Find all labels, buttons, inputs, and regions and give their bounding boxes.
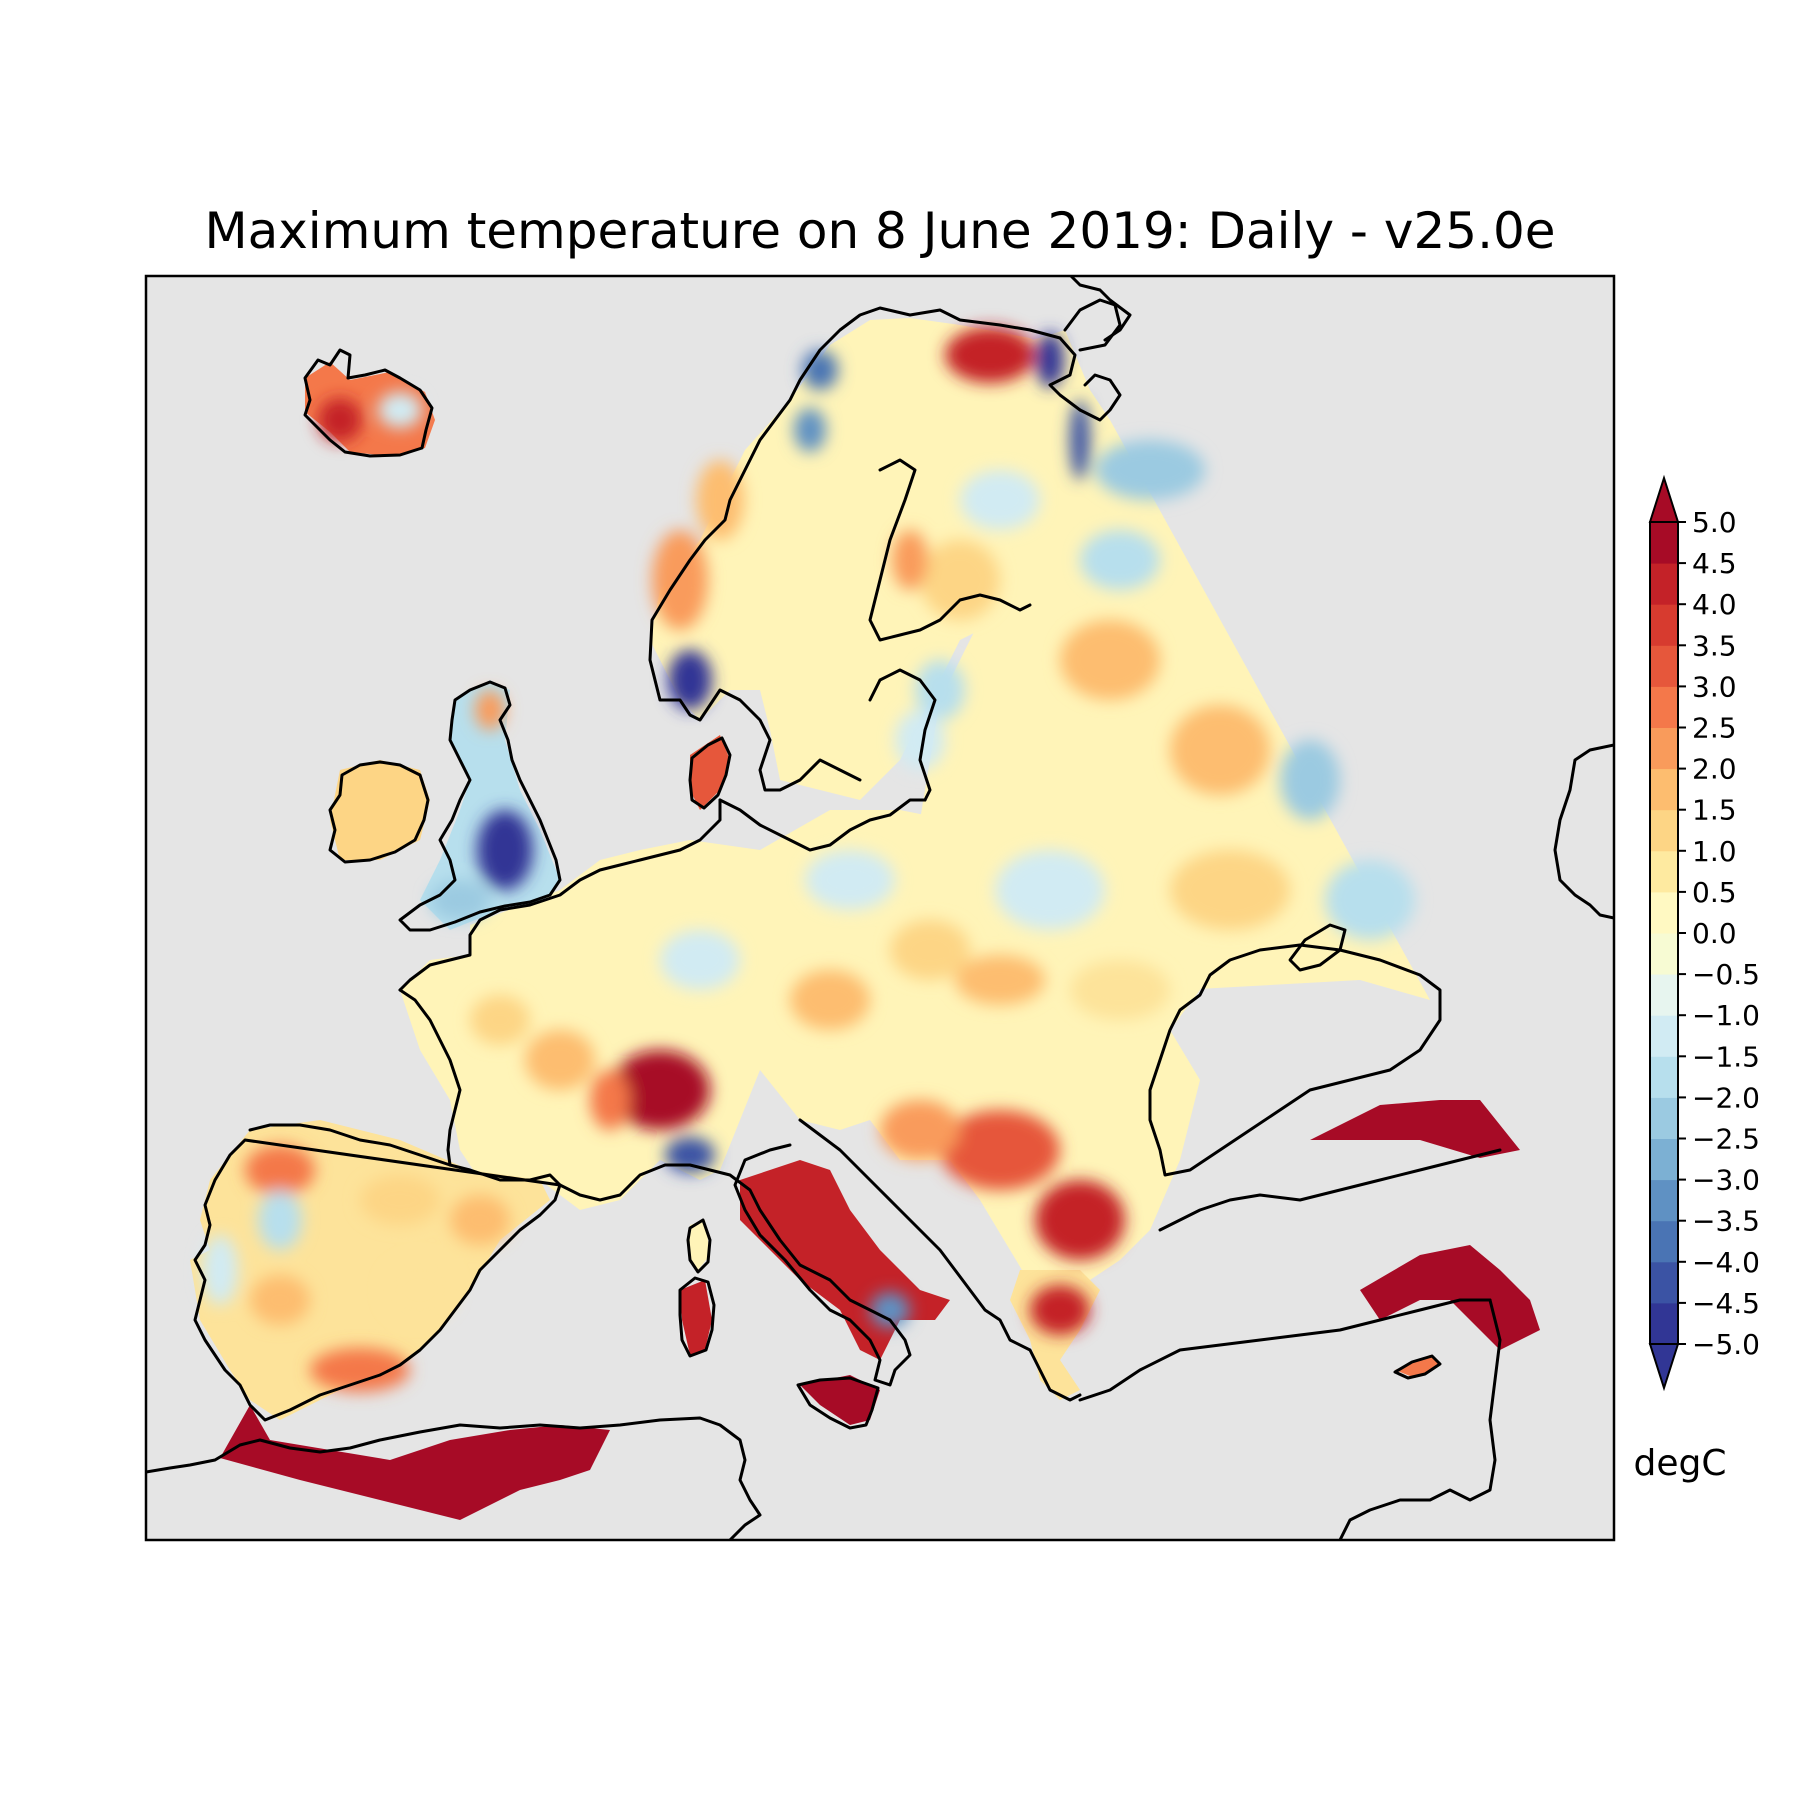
- map-panel: [144, 274, 1616, 1542]
- coast-britain: [398, 680, 562, 932]
- region-ireland: [330, 760, 430, 860]
- coast-caspian-edge: [1553, 743, 1614, 920]
- colorbar-tick-label: 3.5: [1692, 629, 1737, 662]
- coast-crimea: [1288, 923, 1347, 972]
- coast-turkey: [1078, 1148, 1502, 1402]
- colorbar-top-arrow: [1648, 474, 1680, 523]
- colorbar-segment: [1650, 1015, 1678, 1057]
- colorbar-segment: [1650, 891, 1678, 934]
- region-corsica: [688, 1220, 710, 1270]
- region-denmark: [690, 735, 730, 810]
- colorbar-segment: [1650, 809, 1678, 852]
- colorbar-tick-label: 1.5: [1692, 794, 1737, 827]
- colorbar-tick-label: −0.5: [1692, 958, 1760, 991]
- colorbar-segments: [1650, 522, 1678, 1345]
- colorbar-tick-label: 5.0: [1692, 506, 1737, 539]
- coast-scandinavia: [648, 306, 1082, 792]
- colorbar-segment: [1650, 1302, 1678, 1345]
- colorbar-segment: [1650, 727, 1678, 770]
- coast-baltic-south: [718, 798, 927, 852]
- colorbar-segment: [1650, 563, 1678, 605]
- colorbar-segment: [1650, 1220, 1678, 1263]
- colorbar-tick-label: 3.0: [1692, 670, 1737, 703]
- colorbar-segment: [1650, 768, 1678, 811]
- colorbar-tick-label: −2.0: [1692, 1081, 1760, 1114]
- coast-denmark: [688, 736, 732, 810]
- region-sicily: [800, 1375, 880, 1425]
- colorbar-segment: [1650, 850, 1678, 893]
- colorbar-tick-label: 4.5: [1692, 547, 1737, 580]
- coast-iceland: [303, 348, 434, 458]
- colorbar-unit: degC: [1634, 1443, 1727, 1484]
- coast-gulf-of-bothnia: [868, 458, 1032, 802]
- colorbar-segment: [1650, 1097, 1678, 1139]
- coastlines: [146, 276, 1614, 1540]
- coast-continent-north: [398, 798, 722, 992]
- coast-cyprus: [1393, 1354, 1442, 1380]
- coast-sardinia: [678, 1276, 716, 1358]
- colorbar-tick-label: −3.0: [1692, 1164, 1760, 1197]
- colorbar-tick-label: −4.0: [1692, 1246, 1760, 1279]
- colorbar-segment: [1650, 933, 1678, 975]
- colorbar-segment: [1650, 645, 1678, 687]
- colorbar-segment: [1650, 1138, 1678, 1181]
- colorbar-segment: [1650, 1056, 1678, 1098]
- colorbar-segment: [1650, 1261, 1678, 1304]
- region-turkey-north: [1310, 1100, 1520, 1158]
- coast-iberia: [193, 1123, 562, 1422]
- colorbar-segment: [1650, 522, 1678, 564]
- region-cyprus: [1395, 1355, 1440, 1378]
- coast-corsica: [686, 1218, 712, 1274]
- coast-black-sea: [1148, 943, 1442, 1177]
- coast-levant: [1338, 1298, 1502, 1540]
- region-north-africa: [220, 1405, 610, 1520]
- colorbar-segment: [1650, 604, 1678, 646]
- colorbar-tick-label: 0.0: [1692, 917, 1737, 950]
- colorbar-tick-label: 2.0: [1692, 753, 1737, 786]
- colorbar-tick-label: −1.0: [1692, 999, 1760, 1032]
- colorbar-ticks: 5.0 4.5 4.0 3.5 3.0 2.5 2.0 1.5 1.0 0.5 0.0 −0.5 −1.…: [1678, 506, 1760, 1361]
- anomaly-patches: [202, 327, 1415, 1392]
- colorbar-tick-label: 4.0: [1692, 588, 1737, 621]
- coast-mediterranean-north: [558, 1143, 912, 1387]
- colorbar-tick-label: 0.5: [1692, 876, 1737, 909]
- colorbar-tick-label: −2.5: [1692, 1123, 1760, 1156]
- colorbar-tick-label: −4.5: [1692, 1287, 1760, 1320]
- colorbar-tick-label: −5.0: [1692, 1328, 1760, 1361]
- colorbar-tick-label: 2.5: [1692, 712, 1737, 745]
- colorbar-tick-label: −3.5: [1692, 1205, 1760, 1238]
- colorbar: 5.0 4.5 4.0 3.5 3.0 2.5 2.0 1.5 1.0 0.5 0.0 −0.5 −1.…: [1634, 474, 1760, 1484]
- colorbar-tick-label: −1.5: [1692, 1040, 1760, 1073]
- coast-adriatic-east: [798, 1118, 1082, 1402]
- colorbar-tick-label: 1.0: [1692, 835, 1737, 868]
- region-russia: [920, 330, 1430, 1010]
- map-title: Maximum temperature on 8 June 2019: Dail…: [204, 202, 1555, 260]
- colorbar-segment: [1650, 1179, 1678, 1222]
- map-frame: [144, 274, 1616, 1542]
- coast-north-africa: [146, 1416, 762, 1540]
- region-sardinia: [680, 1280, 712, 1355]
- coast-white-sea: [1068, 276, 1132, 342]
- colorbar-segment: [1650, 974, 1678, 1016]
- coast-sicily: [796, 1376, 880, 1430]
- colorbar-bottom-arrow: [1648, 1343, 1680, 1392]
- coast-ireland: [328, 760, 430, 864]
- colorbar-segment: [1650, 686, 1678, 728]
